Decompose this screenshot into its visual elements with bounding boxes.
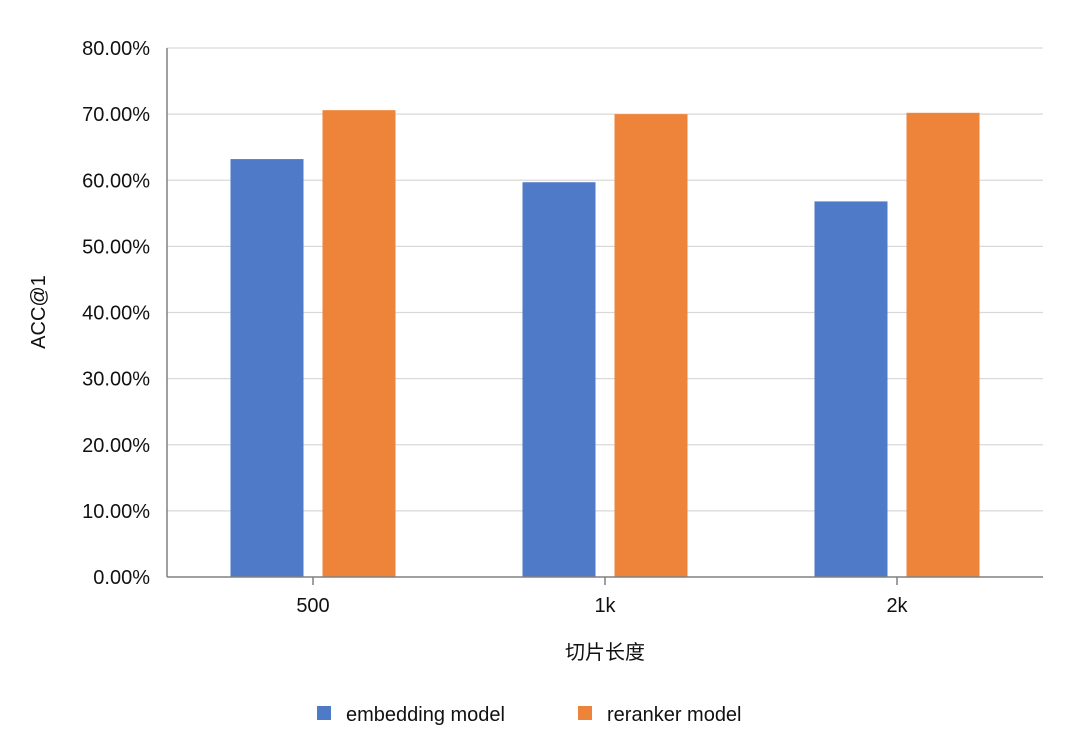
x-axis-title: 切片长度 [565,641,645,664]
bar-reranker-model-500 [322,110,396,577]
x-tick-label: 1k [594,595,616,617]
y-tick-labels: 0.00% 10.00% 20.00% 30.00% 40.00% 50.00% 60.00… [82,38,150,589]
legend-swatch [578,706,592,720]
y-tick-label: 50.00% [82,236,150,258]
y-tick-label: 60.00% [82,170,150,192]
y-tick-label: 80.00% [82,38,150,60]
legend: embedding model reranker model [317,704,742,726]
y-tick-label: 30.00% [82,369,150,391]
x-tick-labels: 500 1k 2k [296,595,908,617]
gridlines [167,47,1043,512]
y-tick-label: 20.00% [82,435,150,457]
bars [230,110,980,578]
x-tick-label: 500 [296,595,329,617]
bar-embedding-model-500 [230,159,304,577]
legend-label: embedding model [346,704,505,726]
legend-label: reranker model [607,704,742,726]
y-tick-label: 10.00% [82,501,150,523]
y-tick-label: 70.00% [82,104,150,126]
bar-reranker-model-1k [614,114,688,577]
legend-swatch [317,706,331,720]
bar-embedding-model-2k [814,201,888,577]
axes [166,48,1043,585]
bar-embedding-model-1k [522,182,596,577]
x-tick-label: 2k [886,595,908,617]
bar-reranker-model-2k [906,112,980,578]
y-tick-label: 40.00% [82,303,150,325]
y-tick-label: 0.00% [93,567,150,589]
y-axis-title: ACC@1 [28,275,50,349]
